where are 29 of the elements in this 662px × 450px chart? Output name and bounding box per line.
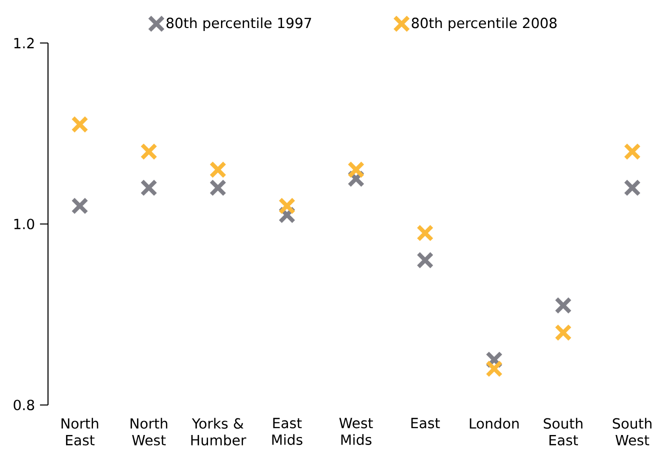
x-tick-label: South East — [544, 418, 582, 446]
point — [209, 179, 227, 196]
x-tick-label: North West — [130, 418, 168, 446]
point — [624, 179, 641, 196]
x-tick-label: South West — [612, 418, 652, 446]
point — [554, 324, 572, 342]
point — [624, 142, 641, 160]
point — [347, 161, 365, 178]
y-tick-label: 0.8 — [14, 400, 34, 410]
point — [486, 360, 503, 378]
x-tick-label: North East — [62, 418, 98, 446]
point — [278, 197, 296, 214]
x-tick-label: London — [470, 418, 519, 429]
point — [71, 116, 88, 134]
x-tick-label: Yorks & Humber — [191, 418, 246, 446]
legend-label: 80th percentile 1997 — [166, 17, 312, 31]
y-tick-label: 1.0 — [14, 218, 34, 230]
point — [209, 161, 227, 178]
point — [140, 142, 158, 160]
x-tick-label: West Mids — [339, 418, 373, 445]
x-tick-label: East — [411, 418, 440, 428]
point — [554, 296, 572, 314]
y-tick-label: 1.2 — [14, 38, 34, 48]
point — [416, 252, 434, 269]
point — [416, 224, 434, 242]
x-tick-label: East Mids — [272, 418, 302, 445]
legend-label: 80th percentile 2008 — [412, 17, 557, 31]
point — [140, 179, 158, 196]
point — [71, 197, 88, 214]
